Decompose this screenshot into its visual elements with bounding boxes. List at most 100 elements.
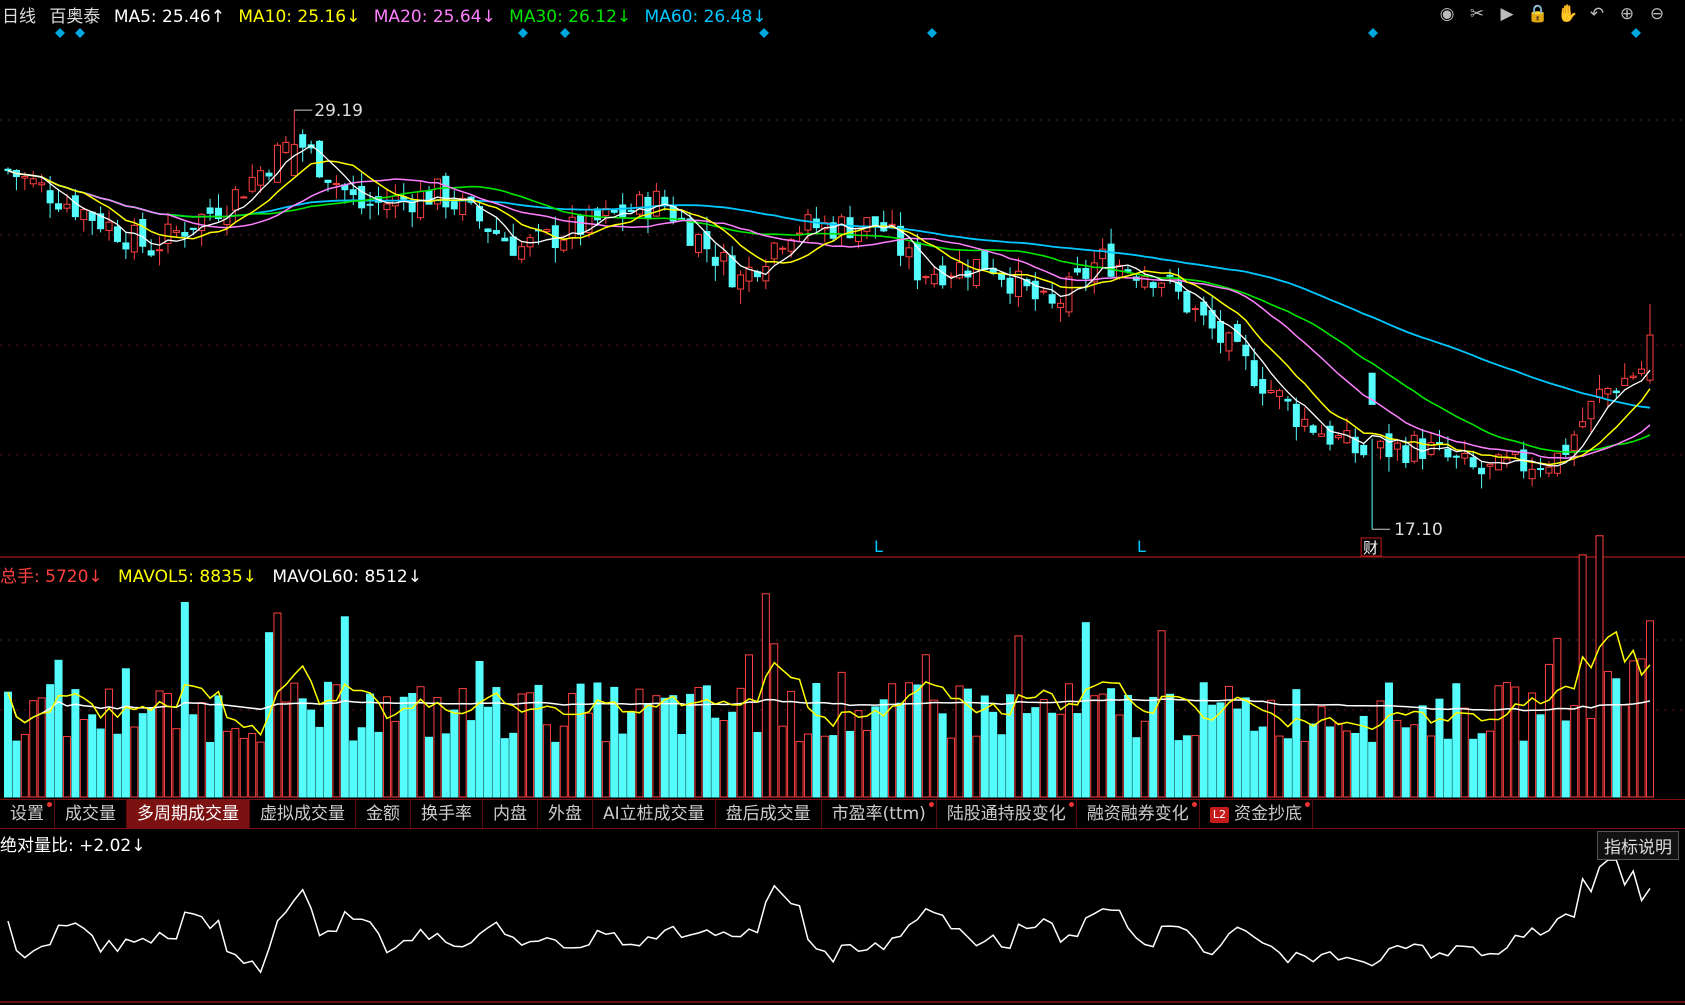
candle-body — [172, 230, 180, 233]
candle-body — [324, 179, 332, 183]
volume-bar — [643, 703, 652, 798]
candle-body — [939, 265, 947, 286]
candle-body — [147, 250, 155, 256]
volume-bar — [433, 697, 442, 798]
volume-bar — [54, 659, 63, 798]
volume-bar — [1064, 683, 1073, 798]
earnings-marker-box — [1360, 537, 1382, 557]
candle-body — [1368, 372, 1376, 405]
volume-bar — [1191, 735, 1200, 798]
volume-bar — [1309, 723, 1318, 798]
volume-bar — [1511, 686, 1520, 798]
volume-bar — [1401, 727, 1410, 798]
eye-icon[interactable]: ◉ — [1439, 4, 1455, 24]
candle-body — [1124, 269, 1132, 272]
tab-label: 资金抄底 — [1233, 804, 1302, 824]
volume-bar — [795, 741, 804, 798]
undo-icon[interactable]: ↶ — [1589, 4, 1605, 24]
volume-bar — [500, 738, 509, 798]
candle-body — [1461, 452, 1469, 459]
tab-turnover[interactable]: 换手率 — [411, 800, 483, 828]
play-icon[interactable]: ▶ — [1500, 4, 1514, 24]
volume-bar — [483, 706, 492, 798]
tab-multi-period-volume[interactable]: 多周期成交量 — [127, 800, 250, 828]
candle-body — [492, 230, 500, 234]
volume-bar — [467, 720, 476, 798]
candle-body — [779, 247, 787, 250]
lock-icon[interactable]: 🔒 — [1527, 4, 1549, 24]
candle-body — [189, 227, 197, 230]
candle-body — [1452, 455, 1460, 458]
tab-label: 虚拟成交量 — [260, 804, 345, 824]
tab-after-hours-volume[interactable]: 盘后成交量 — [716, 800, 822, 828]
volume-bar — [138, 713, 147, 798]
zoom-in-icon[interactable]: ⊕ — [1619, 4, 1635, 24]
volume-bar — [871, 706, 880, 798]
volume-bar — [88, 714, 97, 798]
volume-bar — [846, 730, 855, 798]
candle-body — [97, 213, 105, 230]
candle-body — [652, 190, 660, 217]
volume-bar — [837, 671, 846, 798]
volume-bar — [551, 741, 560, 798]
volume-bar — [862, 730, 871, 798]
candle-body — [206, 207, 214, 214]
candle-body — [1570, 434, 1578, 452]
volume-bar — [231, 727, 240, 798]
candle-body — [1385, 433, 1393, 458]
volume-bar — [1283, 738, 1292, 798]
zoom-out-icon[interactable]: ⊖ — [1649, 4, 1665, 24]
candle-body — [290, 143, 298, 177]
candle-body — [796, 232, 804, 235]
volume-bar — [660, 697, 669, 798]
candle-body — [122, 242, 130, 250]
candle-body — [433, 178, 441, 205]
candle-body — [139, 218, 147, 247]
volume-bar — [1502, 682, 1511, 798]
candle-body — [1579, 421, 1587, 428]
period-label[interactable]: 日线 — [2, 7, 36, 27]
tab-label: 多周期成交量 — [137, 804, 239, 824]
candle-body — [130, 224, 138, 253]
candle-body — [1183, 290, 1191, 313]
candle-body — [1351, 436, 1359, 454]
volume-bar — [307, 709, 316, 798]
l-marker: L — [1137, 537, 1146, 556]
volume-bar — [416, 686, 425, 798]
volume-bar — [1612, 678, 1621, 798]
volume-bar — [382, 696, 391, 798]
hand-icon[interactable]: ✋ — [1557, 4, 1579, 24]
candle-body — [703, 231, 711, 250]
candle-body — [80, 209, 88, 221]
volume-bar — [399, 696, 408, 798]
candle-body — [711, 256, 719, 266]
event-diamond-icon — [518, 28, 528, 38]
tab-pe-ttm[interactable]: 市盈率(ttm) — [822, 800, 937, 828]
candle-body — [265, 172, 273, 177]
volume-bar — [340, 616, 349, 798]
tab-virtual-volume[interactable]: 虚拟成交量 — [250, 800, 356, 828]
tab-stock-connect[interactable]: 陆股通持股变化 — [937, 800, 1077, 828]
candle-body — [240, 196, 248, 199]
tab-settings[interactable]: 设置 — [0, 800, 55, 828]
tab-outer-volume[interactable]: 外盘 — [538, 800, 593, 828]
volume-bar — [778, 725, 787, 798]
candle-body — [181, 232, 189, 237]
candle-body — [619, 204, 627, 218]
tab-margin-trading[interactable]: 融资融券变化 — [1077, 800, 1200, 828]
tab-volume[interactable]: 成交量 — [55, 800, 127, 828]
high-price-label: 29.19 — [314, 101, 363, 121]
tab-ai-volume[interactable]: AI立桩成交量 — [593, 800, 716, 828]
tab-amount[interactable]: 金额 — [356, 800, 411, 828]
scissors-icon[interactable]: ✂ — [1469, 4, 1485, 24]
indicator-explain-button[interactable]: 指标说明 — [1597, 831, 1679, 860]
volume-bar — [1587, 717, 1596, 798]
volume-bar — [248, 732, 257, 798]
candle-body — [105, 221, 113, 231]
ma60-value: MA60: 26.48↓ — [644, 7, 767, 27]
tab-inner-volume[interactable]: 内盘 — [483, 800, 538, 828]
tab-bottom-fishing[interactable]: L2 资金抄底 — [1200, 800, 1313, 828]
candle-body — [71, 195, 79, 218]
volume-bar — [559, 725, 568, 798]
